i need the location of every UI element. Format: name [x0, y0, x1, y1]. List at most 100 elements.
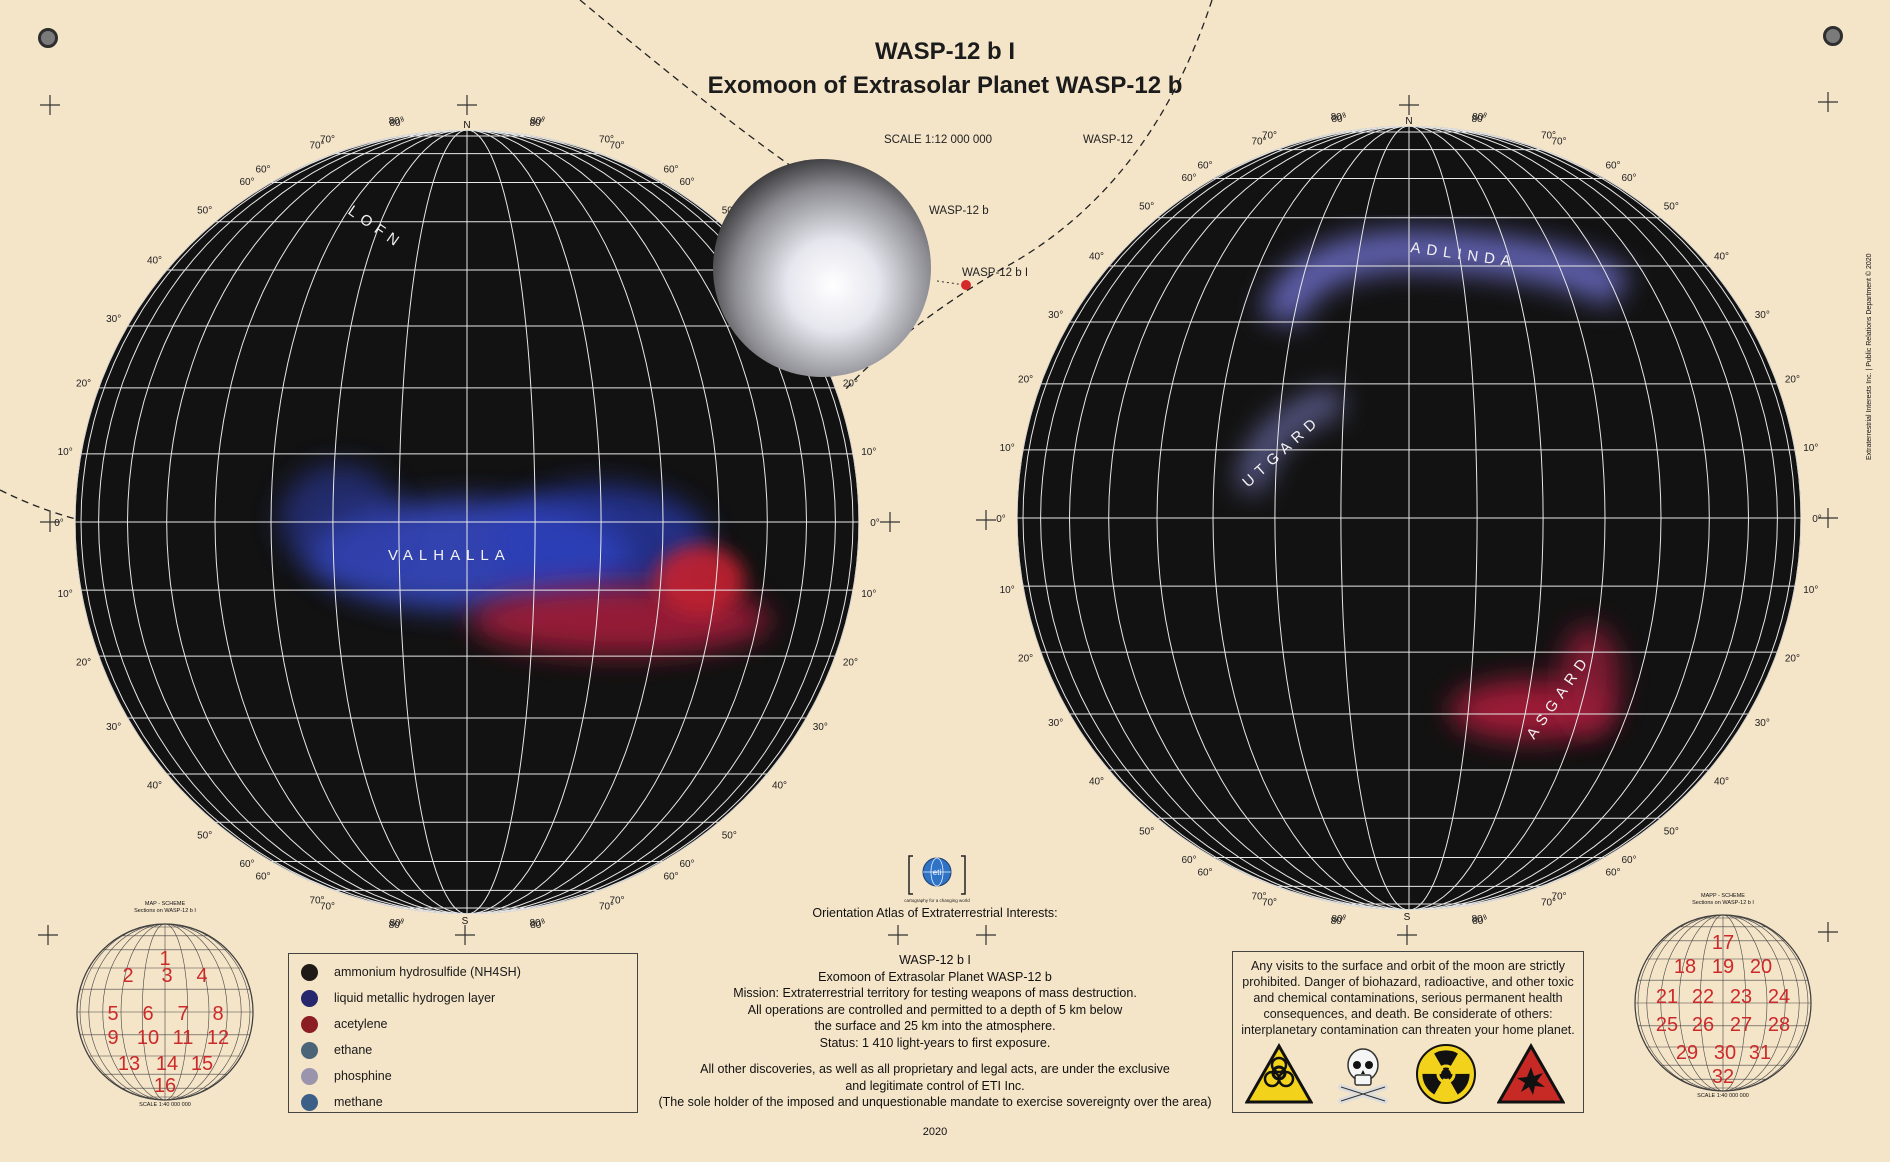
latitude-tick-label: 80°: [389, 116, 404, 127]
latitude-tick-label: 50°: [1139, 827, 1154, 838]
section-number: 11: [173, 1027, 194, 1049]
latitude-tick-label: 0°: [870, 518, 880, 529]
longitude-tick-label: 70°: [609, 895, 624, 906]
section-number: 14: [156, 1053, 178, 1075]
moon-label: WASP-12 b I: [962, 267, 1028, 279]
latitude-tick-label: 60°: [255, 165, 270, 176]
mission-line: Status: 1 410 light-years to first expos…: [819, 1035, 1051, 1050]
section-number: 26: [1692, 1014, 1714, 1036]
latitude-tick-label: 60°: [255, 871, 270, 882]
side-credit: Extraterrestrial Interests Inc. | Public…: [1866, 253, 1873, 460]
punch-hole-right: [1823, 26, 1843, 46]
latitude-tick-label: 0°: [1812, 514, 1822, 525]
latitude-tick-label: 80°: [530, 116, 545, 127]
latitude-tick-label: 20°: [1018, 375, 1033, 386]
section-number: 30: [1714, 1042, 1736, 1064]
legend-item: methane: [301, 1092, 383, 1112]
legend-label: ammonium hydrosulfide (NH4SH): [334, 965, 521, 979]
latitude-tick-label: 50°: [197, 206, 212, 217]
west-hemisphere: [75, 130, 859, 914]
legend-swatch: [301, 1015, 318, 1033]
section-number: 18: [1674, 956, 1696, 978]
longitude-tick-label: 60°: [1181, 173, 1196, 184]
latitude-tick-label: 0°: [54, 518, 64, 529]
mission-line: Exomoon of Extrasolar Planet WASP-12 b: [818, 969, 1052, 984]
section-number: 15: [191, 1053, 213, 1075]
section-number: 20: [1750, 956, 1772, 978]
latitude-tick-label: 60°: [1605, 161, 1620, 172]
latitude-tick-label: 70°: [320, 135, 335, 146]
longitude-tick-label: 60°: [1181, 855, 1196, 866]
latitude-tick-label: 30°: [1755, 718, 1770, 729]
latitude-tick-label: 30°: [106, 314, 121, 325]
longitude-tick-label: 60°: [1621, 855, 1636, 866]
legend-swatch: [301, 989, 318, 1007]
latitude-tick-label: 20°: [843, 658, 858, 669]
longitude-tick-label: 60°: [679, 859, 694, 870]
mission-line: Mission: Extraterrestrial territory for …: [733, 986, 1137, 1000]
latitude-tick-label: 50°: [722, 831, 737, 842]
planet-label: WASP-12 b: [929, 205, 989, 217]
latitude-tick-label: 40°: [147, 780, 162, 791]
section-number: 7: [177, 1003, 188, 1025]
mission-line: All operations are controlled and permit…: [747, 1002, 1123, 1017]
legend-label: methane: [334, 1095, 383, 1109]
longitude-tick-label: 70°: [309, 895, 324, 906]
section-number: 22: [1692, 986, 1714, 1008]
legend-swatch: [301, 963, 318, 981]
longitude-tick-label: 80°: [1331, 914, 1346, 925]
section-number: 8: [212, 1003, 223, 1025]
section-number: 6: [142, 1003, 153, 1025]
legend: ammonium hydrosulfide (NH4SH) liquid met…: [288, 953, 638, 1113]
latitude-tick-label: 40°: [1089, 776, 1104, 787]
longitude-tick-label: 70°: [1251, 891, 1266, 902]
scale-label: SCALE 1:12 000 000: [884, 134, 992, 146]
latitude-tick-label: 10°: [58, 589, 73, 600]
latitude-tick-label: 70°: [1541, 897, 1556, 908]
latitude-tick-label: 70°: [1541, 131, 1556, 142]
section-number: 5: [107, 1003, 118, 1025]
scheme-right-title: MAPP - SCHEME Sections on WASP-12 b I: [1668, 893, 1778, 907]
longitude-tick-label: 80°: [1471, 914, 1486, 925]
legend-swatch: [301, 1041, 318, 1059]
biohazard-icon: [1245, 1043, 1313, 1104]
mission-line: WASP-12 b I: [899, 953, 971, 967]
longitude-tick-label: 60°: [679, 177, 694, 188]
longitude-tick-label: 80°: [1471, 114, 1486, 125]
warning-line: and chemical contaminations, serious per…: [1253, 991, 1563, 1005]
legal-line: and legitimate control of ETI Inc.: [845, 1078, 1025, 1093]
legal-line: All other discoveries, as well as all pr…: [700, 1062, 1170, 1076]
latitude-tick-label: 10°: [861, 589, 876, 600]
section-number: 21: [1656, 986, 1678, 1008]
east-pole-south: S: [1404, 912, 1411, 923]
region-valhalla: VALHALLA: [388, 547, 511, 564]
latitude-tick-label: 80°: [1472, 112, 1487, 123]
section-number: 29: [1676, 1042, 1698, 1064]
legend-swatch: [301, 1093, 318, 1111]
longitude-tick-label: 80°: [1331, 114, 1346, 125]
longitude-tick-label: 70°: [1551, 137, 1566, 148]
east-pole-north: N: [1405, 116, 1412, 127]
latitude-tick-label: 10°: [1000, 585, 1015, 596]
section-number: 16: [154, 1075, 176, 1097]
latitude-tick-label: 60°: [663, 871, 678, 882]
latitude-tick-label: 40°: [1714, 252, 1729, 263]
section-number: 24: [1768, 986, 1790, 1008]
section-number: 31: [1749, 1042, 1771, 1064]
latitude-tick-label: 60°: [663, 165, 678, 176]
warning-line: interplanetary contamination can threate…: [1241, 1023, 1575, 1037]
latitude-tick-label: 80°: [1331, 112, 1346, 123]
legal-block: All other discoveries, as well as all pr…: [625, 1061, 1245, 1111]
explosion-hazard-icon: [1497, 1043, 1565, 1104]
latitude-tick-label: 80°: [1472, 916, 1487, 927]
latitude-tick-label: 40°: [772, 780, 787, 791]
scheme-left-title: MAP - SCHEME Sections on WASP-12 b I: [110, 901, 220, 915]
latitude-tick-label: 10°: [58, 447, 73, 458]
latitude-tick-label: 40°: [1089, 252, 1104, 263]
latitude-tick-label: 70°: [599, 135, 614, 146]
legend-label: acetylene: [334, 1017, 388, 1031]
star-label: WASP-12: [1083, 134, 1133, 146]
warning-line: prohibited. Danger of biohazard, radioac…: [1242, 975, 1574, 989]
longitude-tick-label: 80°: [529, 118, 544, 129]
longitude-tick-label: 70°: [1551, 891, 1566, 902]
